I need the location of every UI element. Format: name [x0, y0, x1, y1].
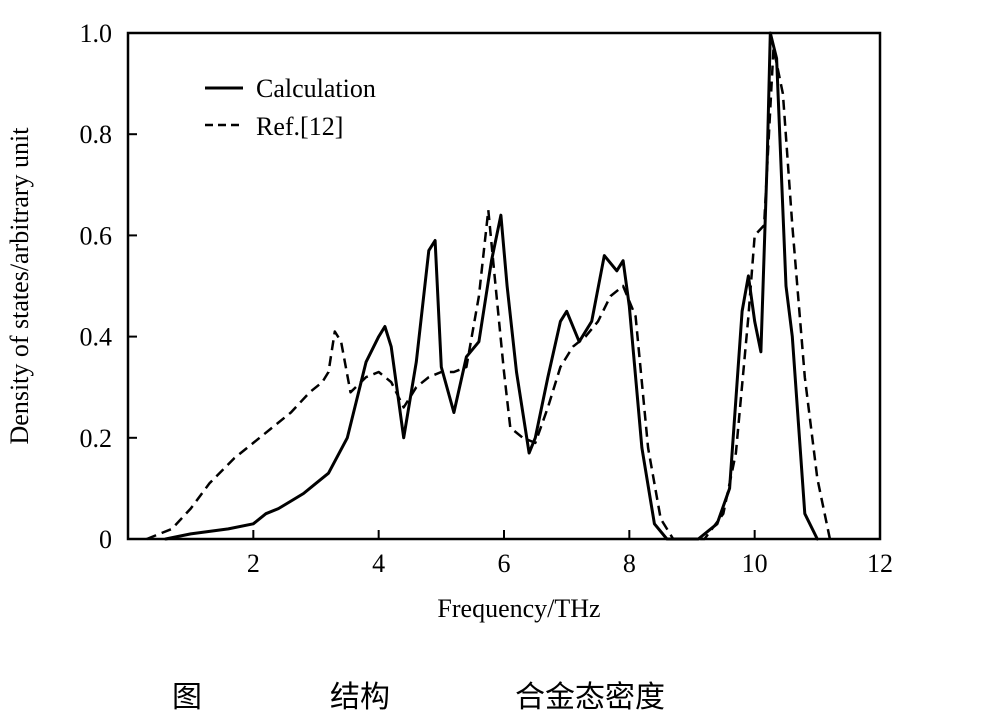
x-tick-label: 2: [247, 549, 260, 578]
y-tick-label: 0.8: [80, 120, 113, 149]
figure-caption: 图 结构 合金态密度: [172, 680, 665, 715]
legend: Calculation Ref.[12]: [205, 74, 376, 141]
y-tick-label: 0.4: [80, 323, 113, 352]
y-tick-label: 0: [99, 525, 112, 554]
x-tick-label: 4: [372, 549, 385, 578]
series-line-ref12: [146, 46, 832, 541]
y-axis-ticks: 0 0.2 0.4 0.6 0.8 1.0: [80, 19, 137, 554]
series-line-calculation: [164, 31, 819, 541]
series-layer: [146, 31, 832, 541]
y-tick-label: 0.6: [80, 221, 113, 250]
caption-alloy-dos: 合金态密度: [515, 680, 665, 715]
y-axis-title: Density of states/arbitrary unit: [5, 127, 34, 445]
y-tick-label: 1.0: [80, 19, 113, 48]
x-tick-label: 10: [742, 549, 768, 578]
caption-figure-label: 图: [172, 680, 202, 715]
x-tick-label: 8: [623, 549, 636, 578]
legend-label-calculation: Calculation: [256, 74, 376, 103]
x-tick-label: 6: [498, 549, 511, 578]
legend-label-ref12: Ref.[12]: [256, 112, 343, 141]
x-axis-ticks: 2 4 6 8 10 12: [247, 530, 893, 578]
y-tick-label: 0.2: [80, 424, 113, 453]
x-axis-title: Frequency/THz: [437, 594, 600, 623]
x-tick-label: 12: [867, 549, 893, 578]
caption-structure: 结构: [330, 680, 390, 715]
